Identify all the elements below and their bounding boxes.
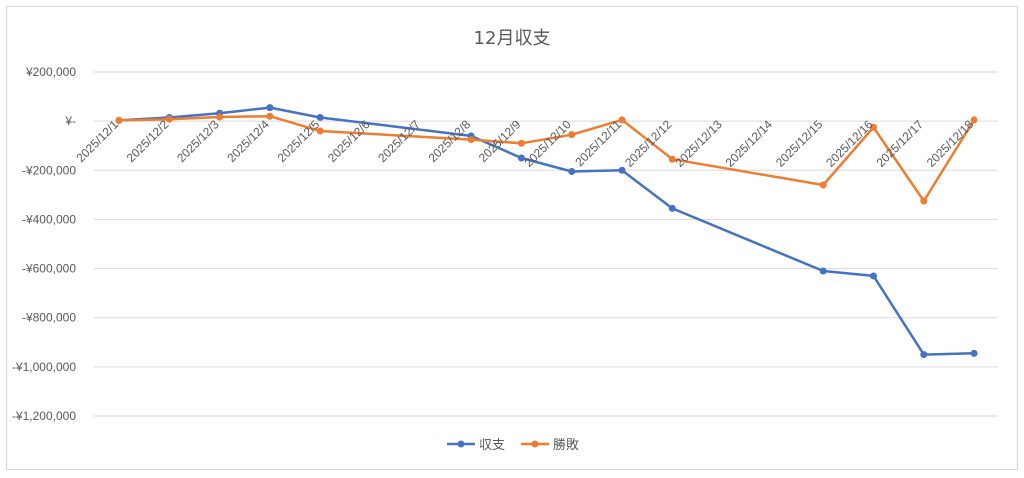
data-point: [970, 349, 978, 357]
data-point: [618, 166, 626, 174]
x-tick-label: 2025/12/1: [73, 117, 121, 165]
y-tick-label: -¥800,000: [22, 311, 76, 325]
series-lines: [115, 104, 978, 359]
data-point: [266, 112, 274, 120]
data-point: [467, 136, 475, 144]
data-point: [870, 272, 877, 280]
series-line-0: [118, 106, 975, 356]
y-tick-label: -¥200,000: [22, 163, 76, 177]
x-tick-label: 2025/12/17: [874, 117, 927, 170]
x-tick-label: 2025/12/6: [325, 117, 373, 165]
series-line-1: [118, 114, 976, 203]
y-tick-label: -¥400,000: [22, 212, 76, 226]
data-point: [668, 155, 676, 163]
legend-item-1[interactable]: 勝敗: [521, 438, 579, 453]
y-tick-label: -¥1,200,000: [12, 409, 76, 423]
data-point: [568, 131, 576, 139]
data-point: [266, 104, 274, 112]
y-axis-ticks: ¥200,000 ¥- -¥200,000 -¥400,000 -¥600,000 -¥8…: [12, 65, 76, 423]
data-point: [618, 116, 626, 124]
chart-title: 12月収支: [474, 28, 551, 49]
data-point: [517, 139, 525, 147]
data-point: [870, 123, 877, 131]
data-point: [920, 351, 928, 359]
data-point: [970, 116, 978, 124]
x-tick-label: 2025/12/2: [124, 117, 172, 165]
x-tick-label: 2025/12/18: [924, 117, 977, 170]
chart-frame: [6, 6, 1018, 470]
legend-marker: [531, 440, 539, 448]
x-tick-label: 2025/12/14: [723, 117, 776, 170]
data-point: [216, 113, 224, 121]
y-tick-label: ¥200,000: [25, 65, 76, 79]
data-point: [165, 115, 173, 123]
x-tick-label: 2025/12/10: [521, 117, 574, 170]
x-tick-label: 2025/12/3: [174, 117, 222, 165]
x-tick-label: 2025/12/13: [672, 117, 725, 170]
x-tick-label: 2025/12/11: [572, 117, 624, 169]
data-point: [819, 267, 827, 275]
x-tick-label: 2025/12/15: [773, 117, 826, 170]
y-tick-label: ¥-: [64, 114, 76, 128]
data-point: [668, 204, 676, 212]
x-tick-label: 2025/12/16: [823, 117, 876, 170]
grid-lines: [94, 71, 998, 417]
legend[interactable]: 収支 勝敗: [447, 438, 579, 453]
data-point: [316, 127, 324, 135]
legend-marker: [457, 440, 465, 448]
data-point: [517, 154, 525, 162]
data-point: [316, 113, 324, 121]
legend-label: 勝敗: [553, 438, 579, 453]
data-point: [920, 197, 928, 205]
x-tick-label: 2025/12/4: [224, 117, 272, 165]
legend-item-0[interactable]: 収支: [447, 438, 505, 453]
legend-label: 収支: [479, 438, 505, 453]
data-point: [568, 168, 576, 176]
data-point: [819, 181, 827, 189]
x-tick-label: 2025/12/8: [426, 117, 474, 165]
data-point: [115, 116, 123, 124]
y-tick-label: -¥600,000: [22, 262, 76, 276]
y-tick-label: -¥1,000,000: [12, 360, 76, 374]
